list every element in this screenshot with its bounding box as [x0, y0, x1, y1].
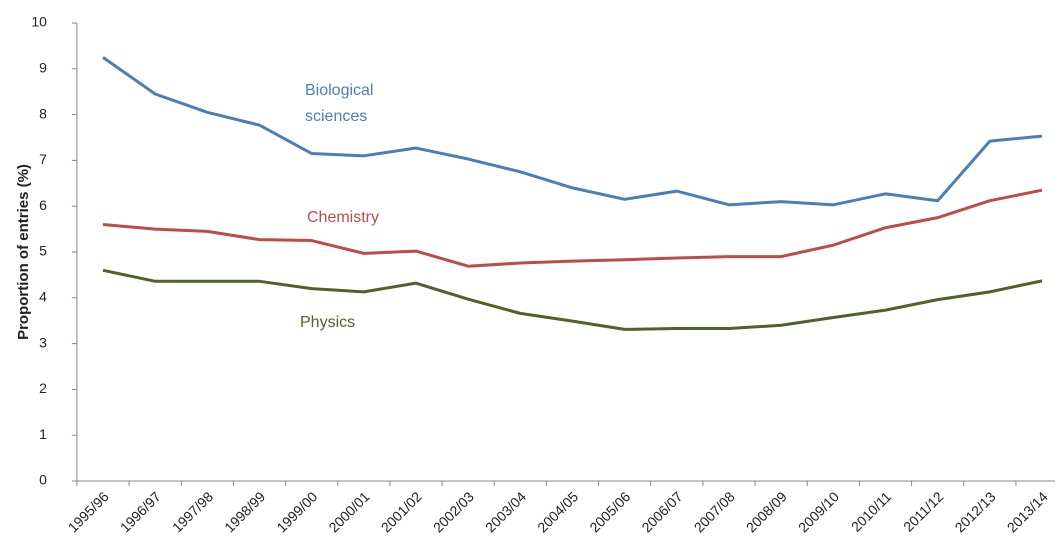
x-tick-label: 2001/02	[378, 488, 425, 535]
y-axis-title: Proportion of entries (%)	[15, 164, 32, 340]
y-tick-label: 6	[39, 197, 47, 213]
x-tick-label: 2013/14	[1004, 488, 1051, 535]
y-tick-label: 5	[39, 243, 47, 259]
y-tick-label: 0	[39, 472, 47, 488]
x-tick-label: 2010/11	[848, 488, 895, 535]
y-tick-label: 9	[39, 60, 47, 76]
x-tick-label: 2005/06	[586, 488, 633, 535]
y-tick-label: 4	[39, 289, 47, 305]
x-tick-label: 2004/05	[534, 488, 581, 535]
x-tick-label: 1999/00	[273, 488, 320, 535]
x-tick-label: 2006/07	[638, 488, 685, 535]
series-label: Physics	[300, 314, 356, 331]
series-label: Biological sciences	[305, 82, 374, 125]
x-tick-label: 1996/97	[117, 488, 164, 535]
y-tick-label: 2	[39, 380, 47, 396]
y-tick-label: 8	[39, 105, 47, 121]
x-tick-label: 1997/98	[169, 488, 216, 535]
x-tick-label: 2002/03	[430, 488, 477, 535]
x-tick-label: 1998/99	[221, 488, 268, 535]
x-tick-label: 2011/12	[900, 488, 947, 535]
x-tick-label: 2008/09	[743, 488, 790, 535]
x-tick-label: 2009/10	[795, 488, 842, 535]
series-line	[102, 268, 1043, 331]
x-tick-label: 2012/13	[951, 488, 998, 535]
y-tick-label: 10	[31, 14, 47, 30]
x-tick-label: 1995/96	[65, 488, 112, 535]
y-tick-label: 1	[39, 426, 47, 442]
series-label: Chemistry	[307, 209, 380, 226]
x-tick-label: 2003/04	[482, 488, 529, 535]
x-tick-label: 2000/01	[325, 488, 372, 535]
series-line	[102, 56, 1043, 207]
series-line	[102, 188, 1043, 268]
y-tick-label: 7	[39, 151, 47, 167]
y-tick-label: 3	[39, 334, 47, 350]
x-tick-label: 2007/08	[691, 488, 738, 535]
